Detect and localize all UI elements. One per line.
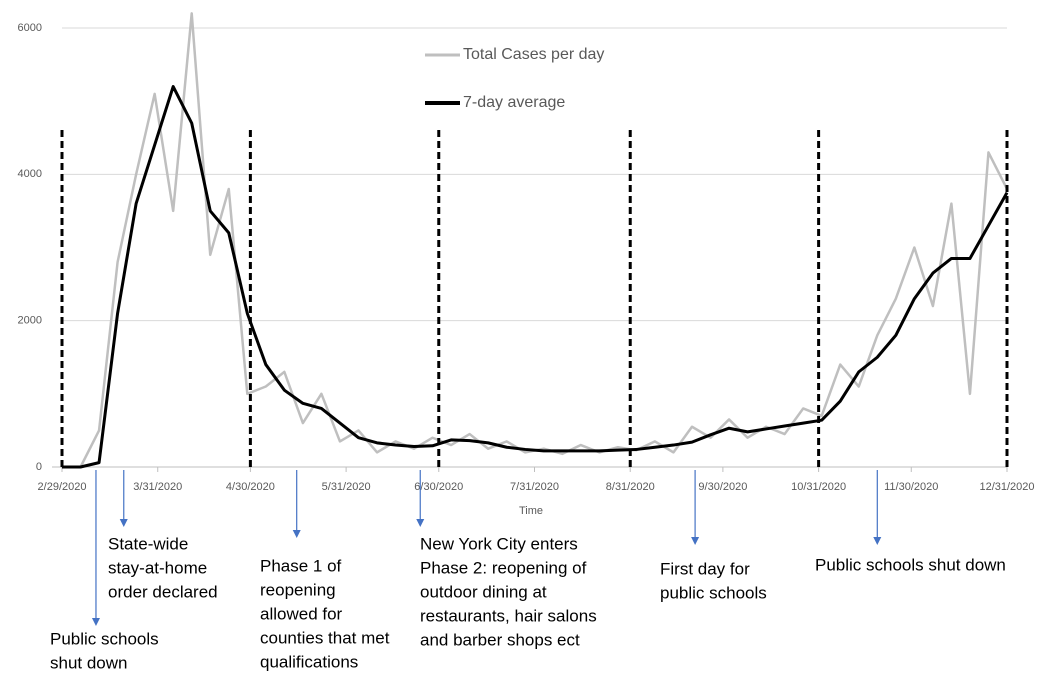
- x-tick-label: 8/31/2020: [606, 481, 655, 493]
- x-tick-label: 5/31/2020: [322, 481, 371, 493]
- annotation-text: First day for: [660, 559, 750, 578]
- y-tick-label: 0: [36, 461, 42, 473]
- arrow-head: [416, 519, 425, 527]
- annotation-text: Phase 1 of: [260, 556, 342, 575]
- annotation-text: allowed for: [260, 604, 343, 623]
- x-axis-label: Time: [519, 505, 543, 517]
- x-tick-label: 2/29/2020: [38, 481, 87, 493]
- y-tick-label: 4000: [18, 168, 42, 180]
- annotation-text: Public schools shut down: [815, 555, 1006, 574]
- legend-label: Total Cases per day: [463, 46, 604, 63]
- arrow-head: [292, 530, 301, 538]
- x-tick-label: 10/31/2020: [791, 481, 846, 493]
- series-line: [62, 12, 1009, 469]
- arrow-head: [91, 618, 100, 626]
- x-tick-label: 12/31/2020: [979, 481, 1034, 493]
- legend-label: 7-day average: [463, 94, 565, 111]
- annotation-text: order declared: [108, 582, 218, 601]
- x-tick-label: 7/31/2020: [510, 481, 559, 493]
- series-line: [62, 85, 1009, 469]
- x-tick-label: 3/31/2020: [133, 481, 182, 493]
- annotation-text: qualifications: [260, 652, 358, 671]
- arrow-head: [691, 537, 700, 545]
- x-tick-label: 9/30/2020: [698, 481, 747, 493]
- annotation-text: counties that met: [260, 628, 390, 647]
- y-tick-label: 2000: [18, 315, 42, 327]
- x-tick-label: 4/30/2020: [226, 481, 275, 493]
- annotation-text: outdoor dining at: [420, 582, 547, 601]
- annotation-text: Public schools: [50, 629, 159, 648]
- annotation-text: restaurants, hair salons: [420, 606, 597, 625]
- annotation-text: Phase 2: reopening of: [420, 558, 587, 577]
- annotation-text: stay-at-home: [108, 558, 207, 577]
- x-tick-label: 6/30/2020: [414, 481, 463, 493]
- annotation-text: public schools: [660, 583, 767, 602]
- annotation-text: reopening: [260, 580, 336, 599]
- annotation-text: shut down: [50, 653, 128, 672]
- arrow-head: [873, 537, 882, 545]
- arrow-head: [119, 519, 128, 527]
- annotation-text: New York City enters: [420, 534, 578, 553]
- annotation-text: and barber shops ect: [420, 630, 580, 649]
- x-tick-label: 11/30/2020: [884, 481, 938, 493]
- annotation-text: State-wide: [108, 534, 188, 553]
- y-tick-label: 6000: [18, 22, 42, 34]
